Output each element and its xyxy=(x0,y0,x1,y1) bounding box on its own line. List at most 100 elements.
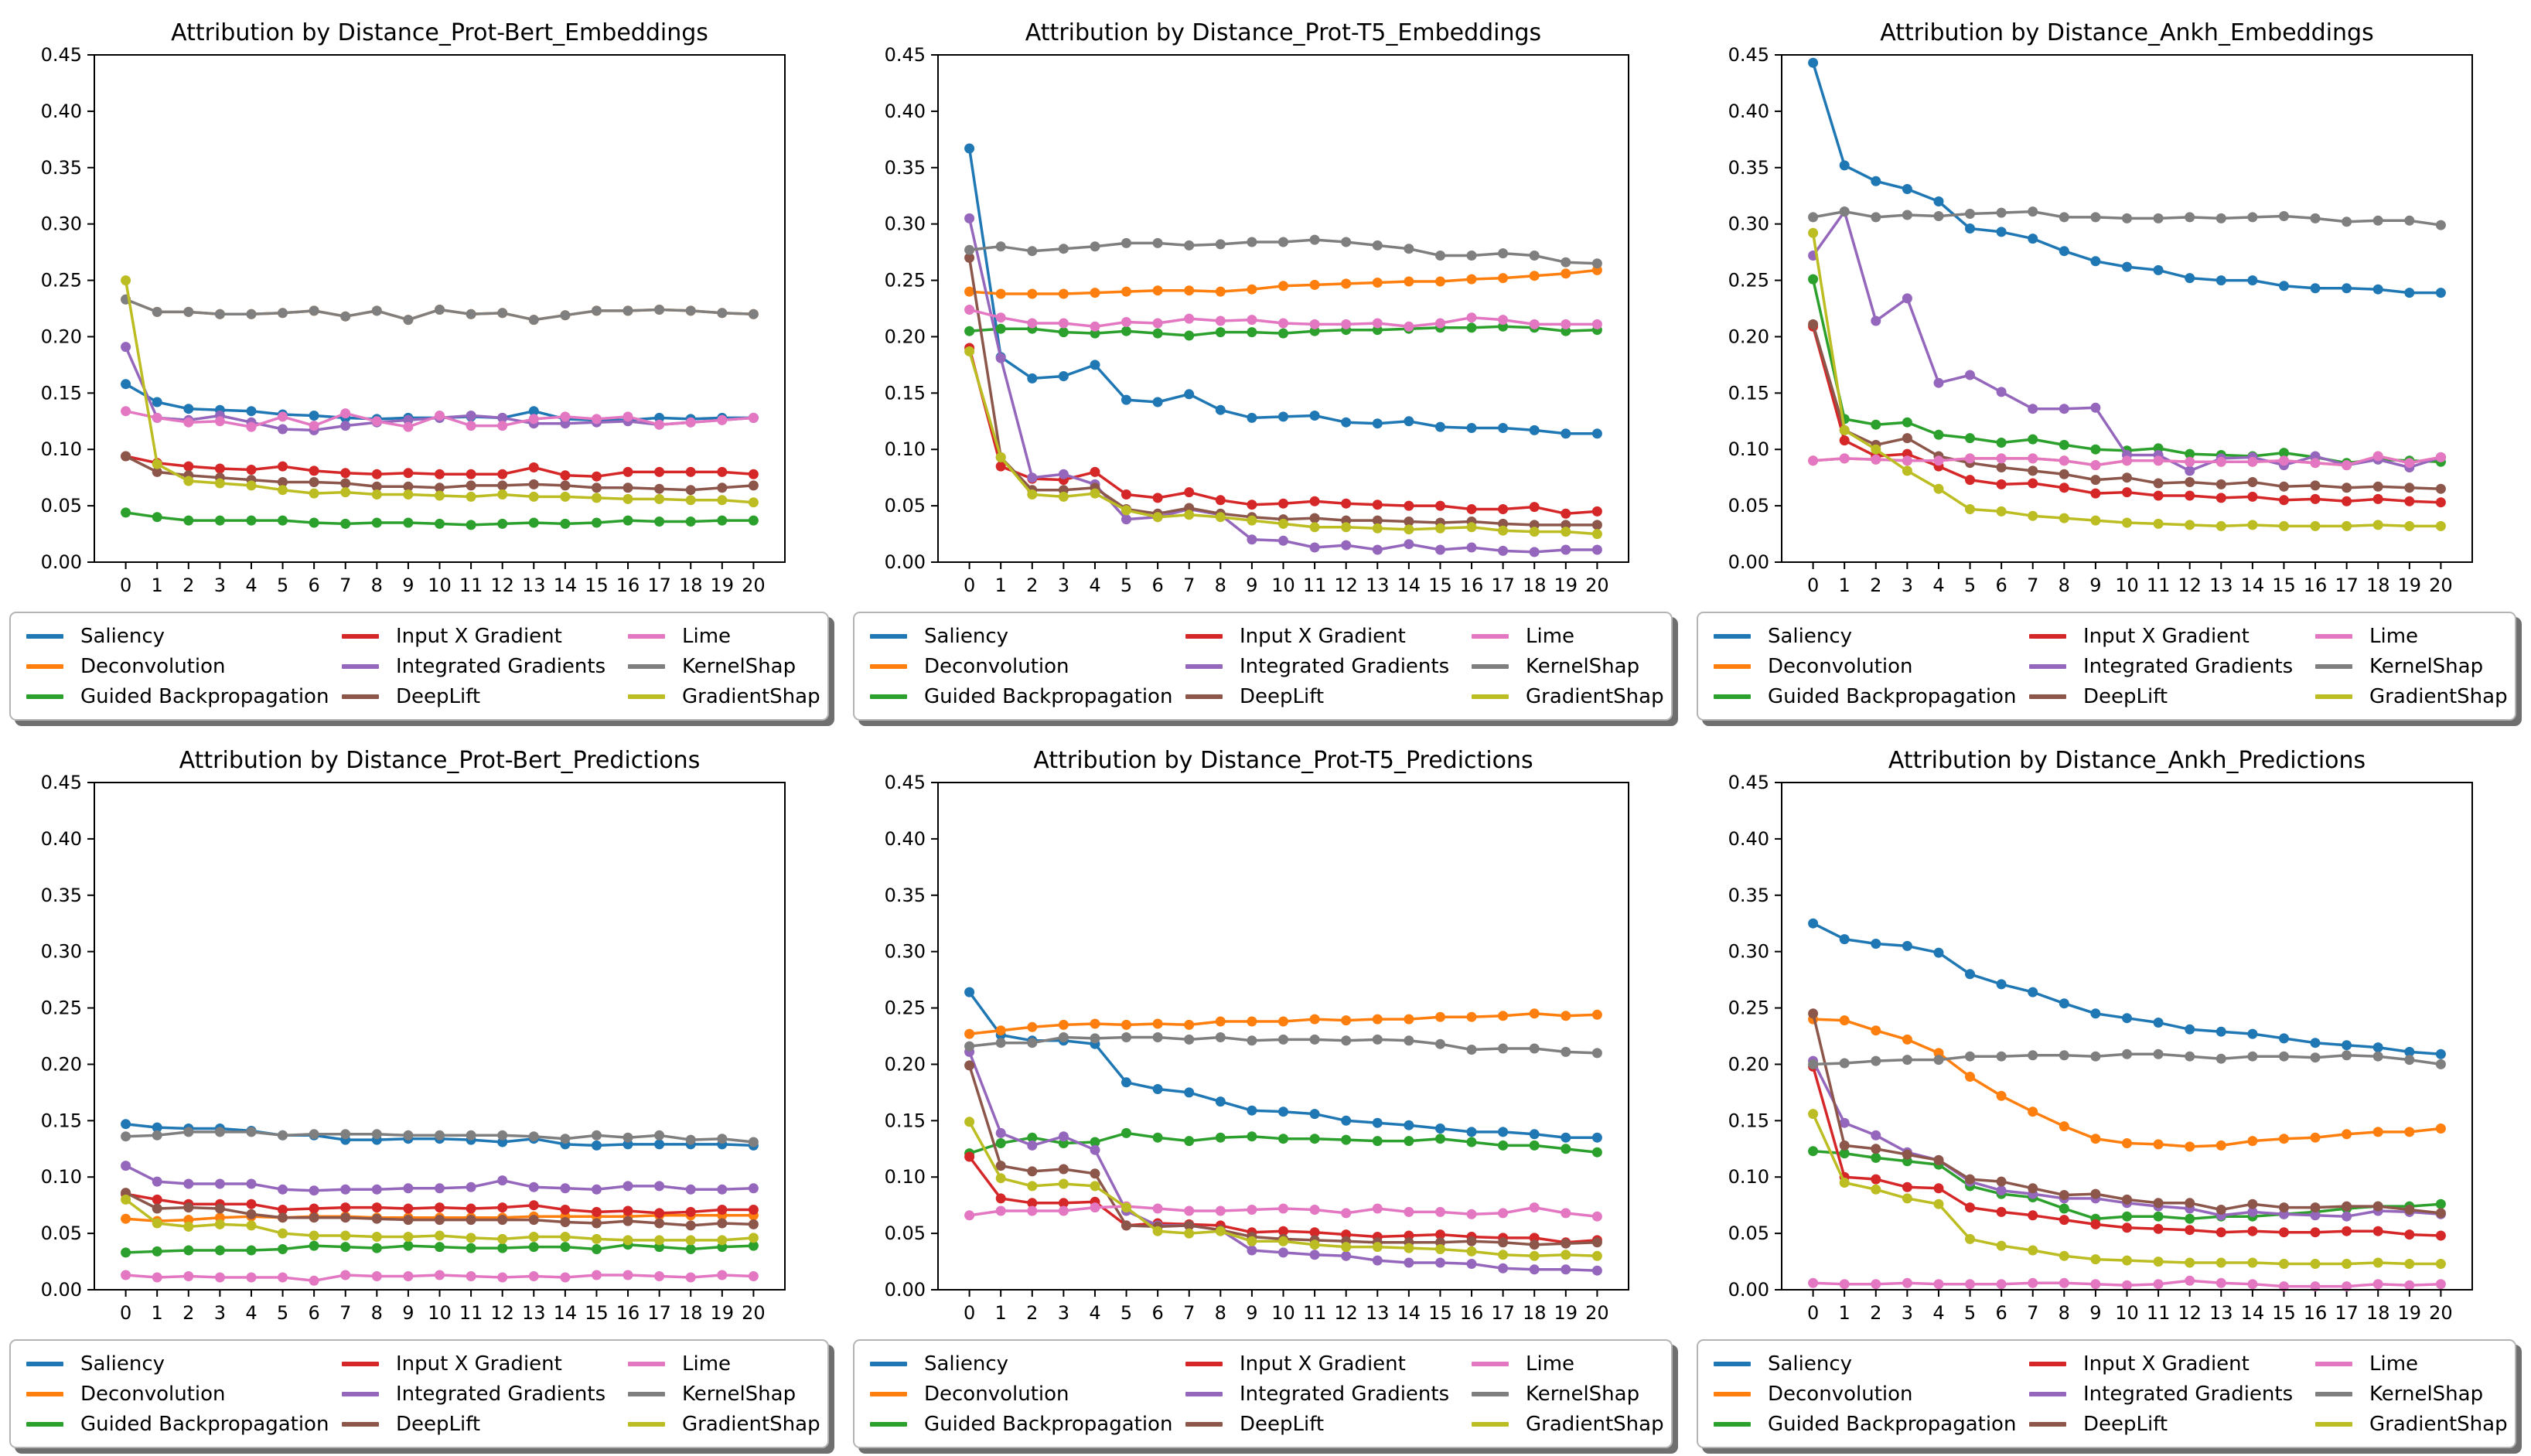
data-point xyxy=(2122,1049,2132,1059)
data-point xyxy=(685,1134,696,1145)
data-point xyxy=(403,315,414,326)
data-point xyxy=(1839,160,1850,171)
data-point xyxy=(1529,1202,1540,1213)
data-point xyxy=(1215,1205,1226,1216)
data-point xyxy=(560,1217,571,1227)
data-point xyxy=(1965,1202,1975,1213)
data-point xyxy=(152,1176,162,1187)
legend-line-swatch-icon xyxy=(26,694,63,699)
data-point xyxy=(1341,278,1352,289)
plot-frame xyxy=(94,782,786,1291)
x-tick-label: 15 xyxy=(585,1302,609,1324)
data-point xyxy=(2342,217,2352,227)
data-point xyxy=(497,1215,508,1226)
data-point xyxy=(2122,455,2132,466)
data-point xyxy=(592,1184,602,1195)
data-point xyxy=(1466,274,1477,285)
legend-label: Integrated Gradients xyxy=(1240,654,1450,678)
y-tick-label: 0.15 xyxy=(1728,382,1769,404)
data-point xyxy=(1247,1245,1257,1256)
data-point xyxy=(2435,520,2446,531)
data-point xyxy=(1309,279,1320,290)
legend-item-lime: Lime xyxy=(2315,1349,2510,1379)
data-point xyxy=(1435,1257,1445,1268)
data-point xyxy=(152,1203,162,1214)
data-point xyxy=(2247,275,2258,286)
legend-line-swatch-icon xyxy=(2315,1361,2352,1366)
x-tick-label: 14 xyxy=(2241,575,2265,596)
legend-label: Saliency xyxy=(1768,624,1853,648)
data-point xyxy=(2059,455,2069,466)
data-point xyxy=(2342,1040,2352,1051)
data-point xyxy=(1278,328,1288,339)
legend-line-swatch-icon xyxy=(1185,694,1223,699)
data-point xyxy=(654,1208,665,1219)
data-point xyxy=(2185,1225,2195,1236)
legend-item-gradientshap: GradientShap xyxy=(2315,681,2510,711)
data-point xyxy=(183,476,194,486)
legend-line-swatch-icon xyxy=(870,663,907,669)
data-point xyxy=(1152,1018,1163,1029)
data-point xyxy=(1839,435,1850,446)
data-point xyxy=(1121,1019,1131,1030)
data-point xyxy=(371,489,382,500)
data-point xyxy=(1027,1166,1038,1177)
data-point xyxy=(371,517,382,528)
data-point xyxy=(2310,493,2321,504)
data-point xyxy=(1027,1021,1038,1032)
data-point xyxy=(1247,1205,1257,1215)
data-point xyxy=(1466,522,1477,533)
data-point xyxy=(1090,321,1100,332)
data-point xyxy=(1839,206,1850,217)
data-point xyxy=(1215,315,1226,326)
data-point xyxy=(1839,1279,1850,1290)
data-point xyxy=(1184,510,1195,520)
legend-line-swatch-icon xyxy=(870,1361,907,1366)
data-point xyxy=(435,1183,445,1194)
legend-item-gradientshap: GradientShap xyxy=(628,1409,823,1439)
data-point xyxy=(309,517,319,528)
data-point xyxy=(2342,283,2352,294)
data-point xyxy=(560,1242,571,1253)
legend-label: KernelShap xyxy=(1526,1382,1640,1406)
data-point xyxy=(1215,327,1226,338)
data-point xyxy=(1498,1208,1509,1219)
data-point xyxy=(2215,1257,2226,1268)
data-point xyxy=(1372,418,1383,429)
data-point xyxy=(995,353,1006,363)
legend-item-lime: Lime xyxy=(628,621,823,651)
data-point xyxy=(1278,1016,1288,1027)
data-point xyxy=(1902,1277,1912,1288)
chart-title: Attribution by Distance_Prot-Bert_Predic… xyxy=(179,747,701,774)
data-point xyxy=(1309,411,1320,421)
x-tick-label: 12 xyxy=(1334,575,1358,596)
legend-item-saliency: Saliency xyxy=(1714,1349,2029,1379)
data-point xyxy=(1591,258,1602,269)
data-point xyxy=(1561,1250,1571,1260)
data-point xyxy=(592,414,602,425)
data-point xyxy=(309,411,319,421)
data-point xyxy=(2028,453,2038,464)
data-point xyxy=(121,1213,131,1224)
data-point xyxy=(2122,487,2132,498)
data-point xyxy=(183,1127,194,1137)
y-tick-label: 0.45 xyxy=(885,772,926,793)
x-tick-label: 16 xyxy=(616,575,640,596)
x-tick-label: 18 xyxy=(679,575,703,596)
data-point xyxy=(2247,1206,2258,1217)
legend-line-swatch-icon xyxy=(1472,633,1509,639)
data-point xyxy=(528,1182,539,1192)
x-tick-label: 2 xyxy=(1870,1302,1881,1324)
data-point xyxy=(748,1205,759,1215)
legend-label: Saliency xyxy=(924,1352,1009,1376)
legend-label: Integrated Gradients xyxy=(2083,1382,2294,1406)
data-point xyxy=(2435,288,2446,298)
data-point xyxy=(2059,1050,2069,1061)
data-point xyxy=(2247,1199,2258,1209)
legend-item-guided-backpropagation: Guided Backpropagation xyxy=(26,681,342,711)
data-point xyxy=(1498,1127,1509,1137)
data-point xyxy=(1058,1205,1069,1216)
data-point xyxy=(560,470,571,481)
data-point xyxy=(278,424,288,435)
data-point xyxy=(528,1242,539,1253)
